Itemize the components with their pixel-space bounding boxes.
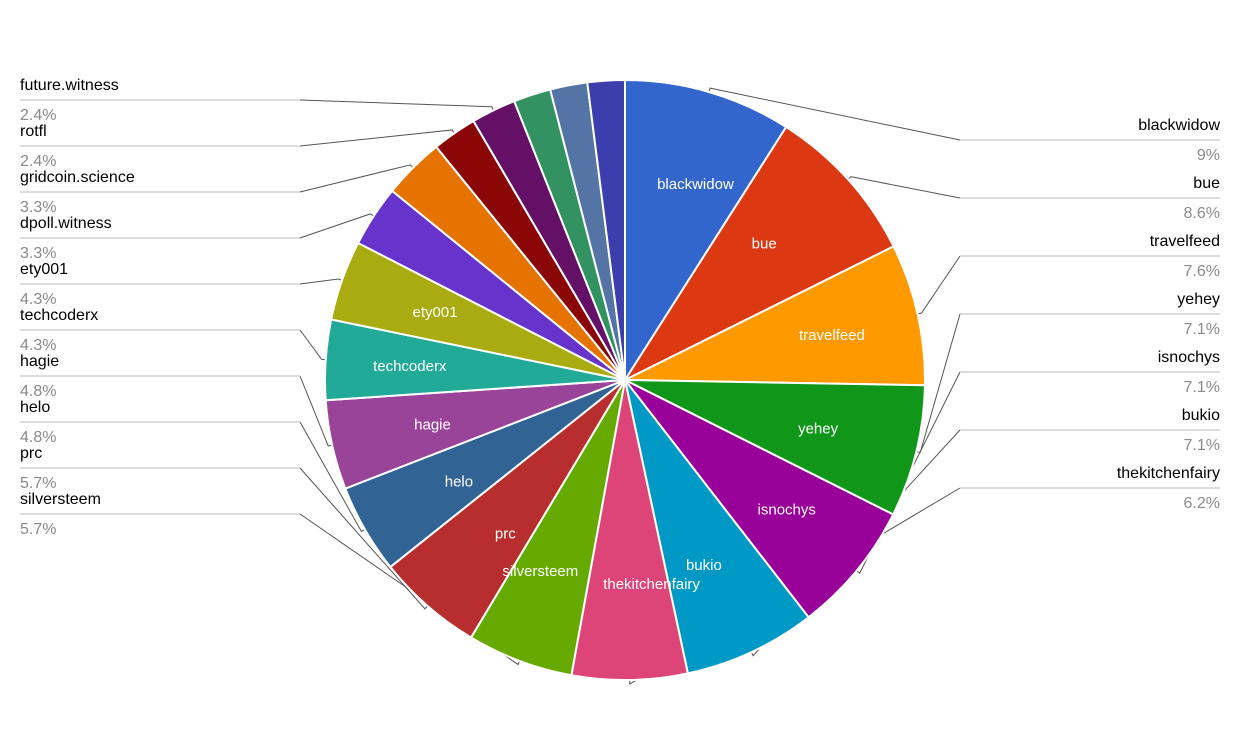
callout-name: blackwidow (1138, 117, 1220, 134)
pie-chart: blackwidow bue travelfeed yehey isnochys buki… (0, 0, 1250, 750)
callout-name: gridcoin.science (20, 169, 135, 186)
callout-name: rotfl (20, 123, 47, 140)
callout-pct: 5.7% (20, 475, 56, 492)
callout-name: travelfeed (1150, 233, 1220, 250)
callout-pct: 4.8% (20, 429, 56, 446)
callout-name: yehey (1177, 291, 1220, 308)
slice-label: prc (495, 526, 516, 543)
callout-pct: 6.2% (1184, 495, 1220, 512)
callout-pct: 7.1% (1184, 437, 1220, 454)
slice-label: ety001 (413, 304, 458, 321)
slice-label: techcoderx (373, 358, 447, 375)
callout-pct: 4.3% (20, 337, 56, 354)
callout-pct: 4.8% (20, 383, 56, 400)
callouts-left: future.witness2.4%rotfl2.4%gridcoin.scie… (20, 77, 300, 538)
slice-label: bue (752, 236, 777, 253)
callout-name: techcoderx (20, 307, 98, 324)
callout-pct: 2.4% (20, 107, 56, 124)
slice-label: yehey (798, 421, 839, 438)
callout-pct: 7.1% (1184, 379, 1220, 396)
callout-name: hagie (20, 353, 59, 370)
callout-name: dpoll.witness (20, 215, 112, 232)
callout-pct: 5.7% (20, 521, 56, 538)
slice-label: isnochys (758, 502, 816, 519)
callout-pct: 8.6% (1184, 205, 1220, 222)
slice-label: travelfeed (799, 327, 865, 344)
slice-label: blackwidow (657, 176, 734, 193)
callout-name: bue (1193, 175, 1220, 192)
callout-name: prc (20, 445, 42, 462)
slice-label: bukio (686, 557, 722, 574)
callout-pct: 4.3% (20, 291, 56, 308)
callout-pct: 3.3% (20, 199, 56, 216)
callout-pct: 7.6% (1184, 263, 1220, 280)
callout-name: thekitchenfairy (1117, 465, 1220, 482)
callout-pct: 3.3% (20, 245, 56, 262)
slice-label: hagie (414, 416, 451, 433)
callout-pct: 7.1% (1184, 321, 1220, 338)
callout-name: silversteem (20, 491, 101, 508)
callout-name: future.witness (20, 77, 119, 94)
callout-name: ety001 (20, 261, 68, 278)
slice-label: silversteem (502, 563, 578, 580)
callout-pct: 2.4% (20, 153, 56, 170)
callouts-right: blackwidow 9% bue 8.6% travelfeed 7.6% yehey 7.… (960, 117, 1220, 512)
callout-name: bukio (1182, 407, 1220, 424)
slice-label: thekitchenfairy (603, 576, 700, 593)
callout-name: helo (20, 399, 50, 416)
slice-label: helo (445, 474, 473, 491)
callout-name: isnochys (1158, 349, 1220, 366)
callout-pct: 9% (1197, 147, 1220, 164)
